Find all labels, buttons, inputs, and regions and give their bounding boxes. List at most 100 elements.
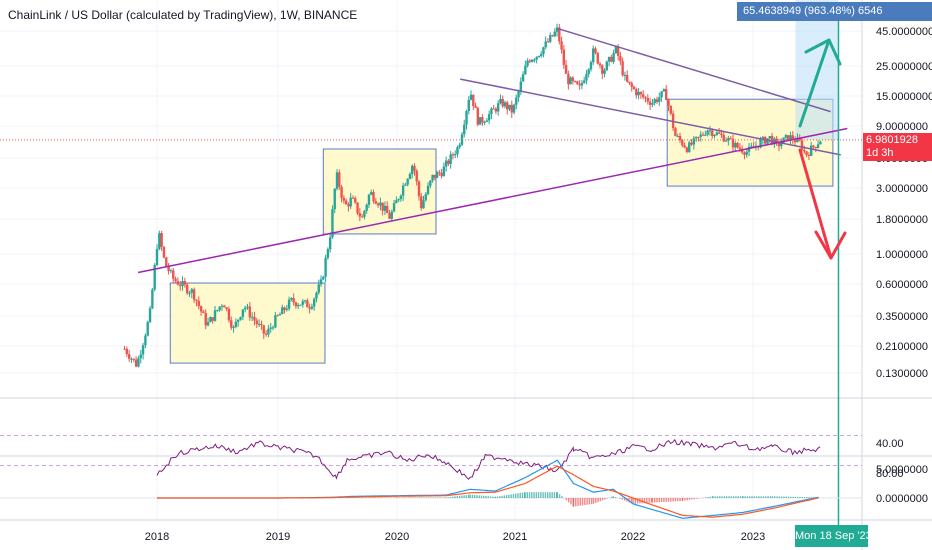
candle-body (438, 172, 441, 174)
candle-body (812, 145, 815, 147)
candle-body (204, 312, 207, 326)
macd-signal-line (157, 465, 819, 518)
candle-body (519, 81, 523, 92)
candle-body (376, 203, 380, 206)
candle-body (483, 121, 486, 123)
candle-body (192, 289, 196, 300)
candle-body (655, 99, 659, 102)
macd-line (157, 459, 819, 519)
candle-body (290, 298, 293, 300)
candle-body (453, 154, 457, 156)
candle-body (621, 61, 624, 76)
candle-body (476, 107, 480, 125)
candle-body (442, 166, 446, 177)
candle-body (683, 145, 686, 148)
candle-body (759, 139, 762, 148)
candle-body (241, 309, 245, 318)
candle-body (805, 151, 808, 155)
candle-body (616, 46, 620, 56)
candle-body (415, 170, 418, 182)
candle-body (736, 143, 739, 148)
candle-body (374, 201, 378, 204)
candle-body (388, 213, 391, 219)
candle-body (281, 307, 284, 315)
candle-body (276, 315, 279, 317)
candle-body (674, 128, 677, 137)
candle-body (209, 317, 212, 323)
candle-body (358, 213, 362, 217)
candle-body (213, 310, 217, 321)
macd-tick-label: 5.0000000 (876, 464, 928, 476)
candle-body (510, 104, 513, 113)
candle-body (292, 298, 295, 303)
candle-body (635, 89, 638, 96)
candle-body (770, 136, 774, 145)
candle-body (386, 205, 389, 214)
candle-body (492, 108, 495, 110)
time-tick-label: 2018 (145, 531, 169, 543)
candle-body (148, 308, 152, 323)
candle-body (141, 345, 145, 355)
candle-body (564, 64, 568, 74)
candle-body (144, 335, 147, 346)
candle-body (408, 173, 412, 179)
candle-body (458, 144, 461, 148)
rsi-pane (0, 435, 862, 480)
candle-body (401, 185, 405, 196)
candle-body (125, 348, 129, 355)
candle-body (349, 197, 352, 207)
candle-body (230, 320, 233, 328)
crosshair-date-label: Mon 18 Sep '23 (795, 525, 872, 547)
rsi-tick-label: 40.00 (876, 438, 904, 450)
candle-body (160, 233, 163, 247)
candle-body (644, 97, 647, 99)
candle-body (317, 284, 320, 293)
candle-body (472, 94, 475, 106)
candle-body (426, 185, 430, 195)
candle-body (807, 154, 811, 156)
candle-body (738, 147, 742, 149)
candle-body (553, 31, 556, 37)
candle-body (269, 327, 272, 329)
candle-body (303, 300, 307, 302)
candle-body (729, 138, 732, 140)
candle-body (381, 202, 384, 211)
candle-body (722, 134, 725, 142)
candle-body (326, 249, 330, 258)
candle-body (363, 210, 366, 217)
candle-body (264, 333, 268, 335)
candle-body (342, 197, 346, 201)
range-measure-label: 65.4638949 (963.48%) 6546 (737, 2, 932, 21)
candle-body (234, 321, 238, 327)
candle-body (335, 172, 339, 189)
candle-body (465, 111, 468, 125)
candle-body (146, 322, 149, 336)
candle-body (676, 136, 679, 138)
time-tick-label: 2022 (621, 531, 645, 543)
candle-body (188, 292, 191, 294)
candle-body (809, 145, 813, 156)
candle-body (167, 266, 170, 272)
candle-body (420, 196, 423, 209)
candle-body (253, 316, 256, 321)
candle-body (232, 326, 235, 328)
candle-body (155, 249, 159, 265)
candle-body (612, 53, 615, 62)
candle-body (172, 270, 175, 279)
candle-body (392, 203, 396, 212)
candle-body (490, 108, 493, 115)
chart-title: ChainLink / US Dollar (calculated by Tra… (8, 8, 358, 22)
candle-body (667, 99, 670, 106)
candle-body (312, 298, 316, 307)
time-tick-label: 2021 (503, 531, 527, 543)
candle-body (569, 77, 572, 85)
candle-body (793, 140, 797, 143)
candle-body (699, 134, 702, 137)
candle-body (185, 284, 189, 294)
candle-body (324, 257, 327, 277)
candle-body (734, 143, 737, 148)
candle-body (697, 136, 700, 138)
candle-body (367, 194, 371, 205)
candle-body (690, 142, 693, 145)
